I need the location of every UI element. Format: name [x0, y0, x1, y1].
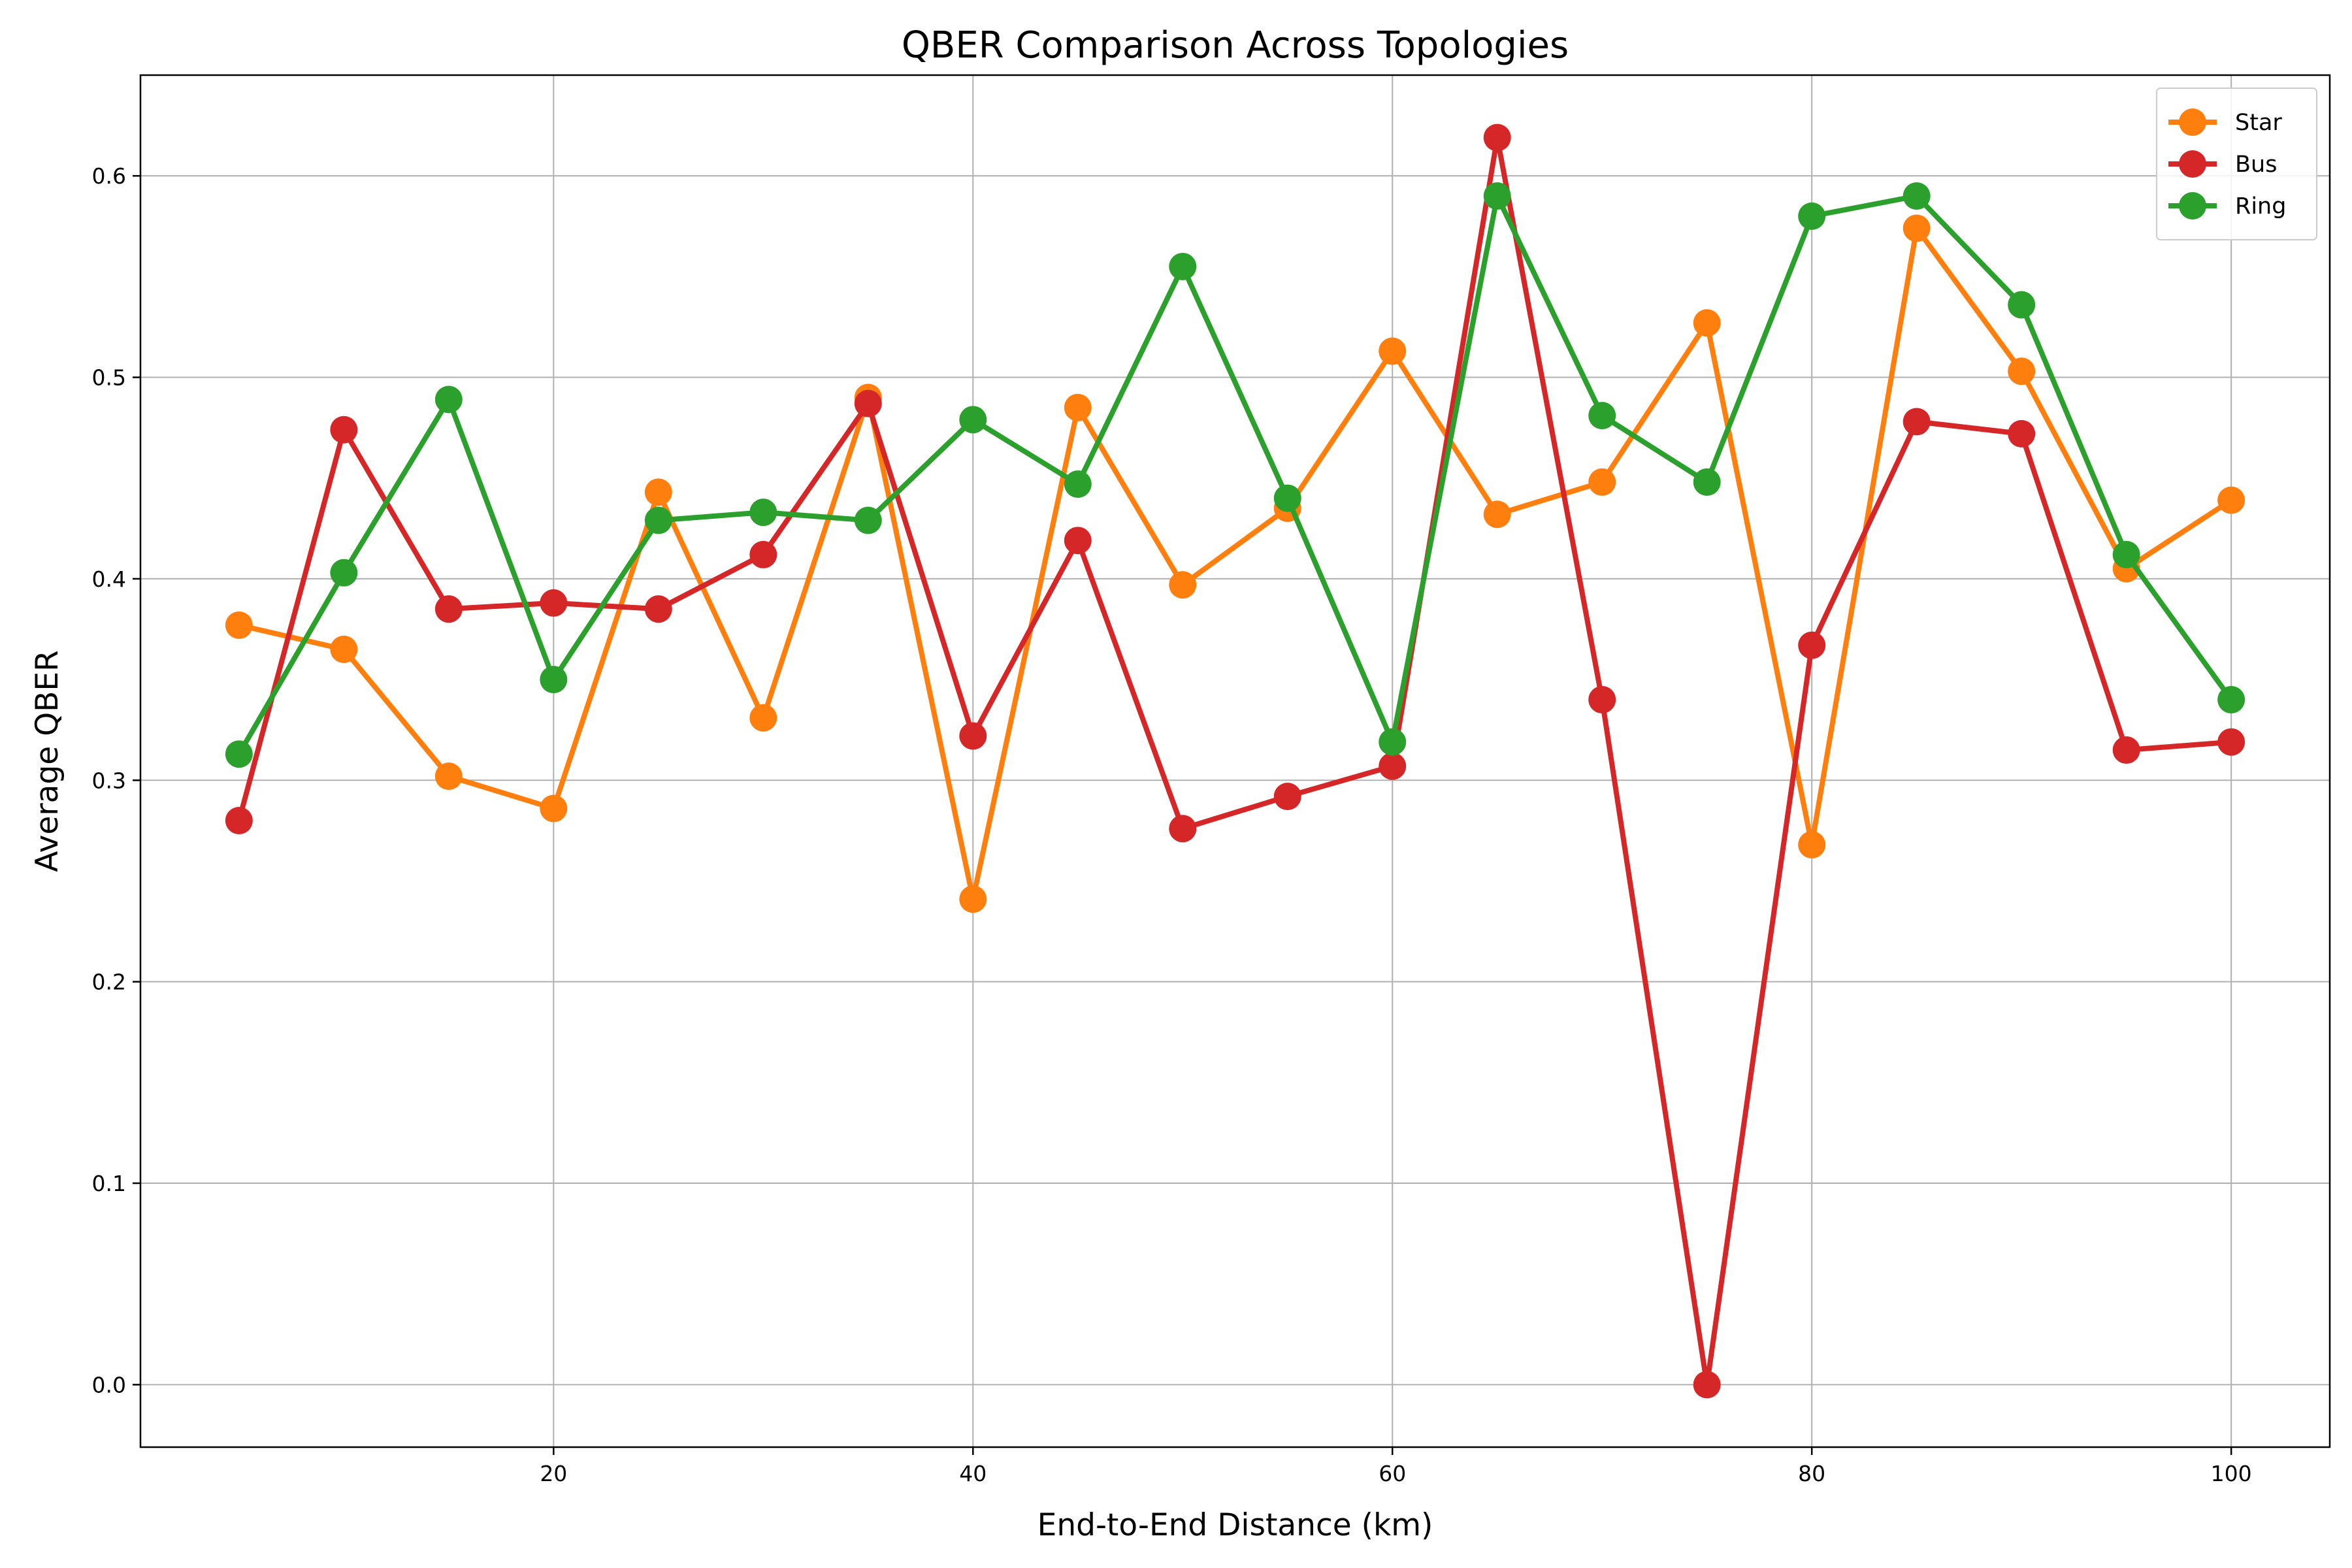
data-point-bus — [1693, 1371, 1721, 1399]
data-point-ring — [2112, 540, 2140, 568]
data-point-star — [2008, 357, 2036, 385]
data-point-ring — [330, 559, 358, 587]
data-point-bus — [330, 416, 358, 444]
data-point-bus — [959, 722, 987, 750]
data-point-star — [644, 478, 672, 506]
chart-title: QBER Comparison Across Topologies — [902, 24, 1569, 67]
data-point-ring — [1169, 252, 1197, 280]
legend-marker — [2179, 192, 2206, 220]
x-tick-label: 60 — [1379, 1461, 1406, 1486]
series-bus — [225, 123, 2246, 1399]
y-tick-label: 0.0 — [92, 1372, 126, 1397]
data-point-ring — [1483, 182, 1511, 210]
data-point-bus — [1903, 408, 1931, 436]
data-point-ring — [644, 506, 672, 534]
data-point-bus — [1064, 527, 1092, 555]
data-point-star — [1588, 468, 1616, 496]
data-point-star — [1483, 500, 1511, 529]
series-line-star — [236, 225, 2234, 902]
data-point-star — [540, 794, 568, 823]
x-axis-title: End-to-End Distance (km) — [1037, 1507, 1433, 1543]
series-line-ring — [236, 193, 2234, 757]
x-tick-label: 20 — [540, 1461, 567, 1486]
y-tick-label: 0.6 — [92, 163, 126, 189]
data-point-star — [1379, 337, 1407, 365]
data-point-ring — [1588, 402, 1616, 430]
legend-item-bus: Bus — [2168, 150, 2277, 178]
data-point-bus — [434, 595, 463, 623]
x-tick-label: 40 — [959, 1461, 987, 1486]
legend-label: Star — [2235, 110, 2282, 136]
data-point-star — [749, 704, 777, 732]
data-point-bus — [1588, 685, 1616, 713]
data-point-star — [225, 611, 253, 639]
data-point-bus — [1483, 123, 1511, 152]
data-point-ring — [1379, 728, 1407, 756]
data-point-star — [2217, 486, 2246, 514]
data-point-bus — [1798, 631, 1826, 659]
data-point-bus — [749, 540, 777, 568]
data-point-ring — [854, 506, 882, 534]
data-point-bus — [1169, 815, 1197, 843]
data-point-star — [1064, 393, 1092, 421]
data-point-ring — [434, 385, 463, 414]
y-tick-label: 0.1 — [92, 1171, 126, 1196]
plot-series — [225, 123, 2246, 1399]
data-point-bus — [854, 389, 882, 417]
data-point-bus — [644, 595, 672, 623]
legend-label: Ring — [2235, 193, 2286, 220]
data-point-bus — [540, 589, 568, 617]
data-point-ring — [2217, 685, 2246, 713]
data-point-ring — [1693, 468, 1721, 496]
grid — [140, 75, 2330, 1447]
data-point-ring — [1273, 484, 1301, 512]
x-tick-label: 100 — [2211, 1461, 2252, 1486]
data-point-bus — [2217, 728, 2246, 756]
data-point-ring — [1903, 182, 1931, 210]
data-point-star — [959, 885, 987, 913]
legend-marker — [2179, 150, 2206, 178]
plot-frame — [139, 74, 2331, 1448]
data-point-bus — [1273, 782, 1301, 810]
legend-marker — [2179, 108, 2206, 136]
data-point-star — [330, 635, 358, 663]
data-point-ring — [1064, 470, 1092, 498]
data-point-bus — [2112, 736, 2140, 764]
legend-label: Bus — [2235, 152, 2277, 178]
y-axis-title: Average QBER — [29, 650, 65, 872]
data-point-bus — [2008, 419, 2036, 448]
y-tick-label: 0.3 — [92, 768, 126, 793]
data-point-bus — [1379, 752, 1407, 780]
legend: Star Bus Ring — [2156, 88, 2317, 240]
legend-item-star: Star — [2168, 108, 2282, 136]
y-tick-label: 0.4 — [92, 566, 126, 592]
data-point-star — [1169, 571, 1197, 599]
data-point-star — [434, 762, 463, 791]
series-ring — [225, 182, 2246, 768]
data-point-star — [1903, 214, 1931, 242]
y-tick-label: 0.2 — [92, 970, 126, 995]
data-point-star — [1693, 309, 1721, 337]
y-tick-label: 0.5 — [92, 365, 126, 391]
data-point-ring — [225, 740, 253, 768]
data-point-ring — [749, 498, 777, 527]
data-point-ring — [959, 406, 987, 434]
data-point-bus — [225, 806, 253, 834]
axis-ticks: 20 40 60 80 100 0.0 0.1 0.2 0.3 0.4 0.5 0.6 — [92, 163, 2252, 1486]
data-point-star — [1798, 830, 1826, 858]
legend-item-ring: Ring — [2168, 192, 2286, 220]
data-point-ring — [540, 666, 568, 694]
data-point-ring — [2008, 291, 2036, 319]
series-line-bus — [236, 135, 2234, 1388]
data-point-ring — [1798, 202, 1826, 230]
x-tick-label: 80 — [1798, 1461, 1825, 1486]
